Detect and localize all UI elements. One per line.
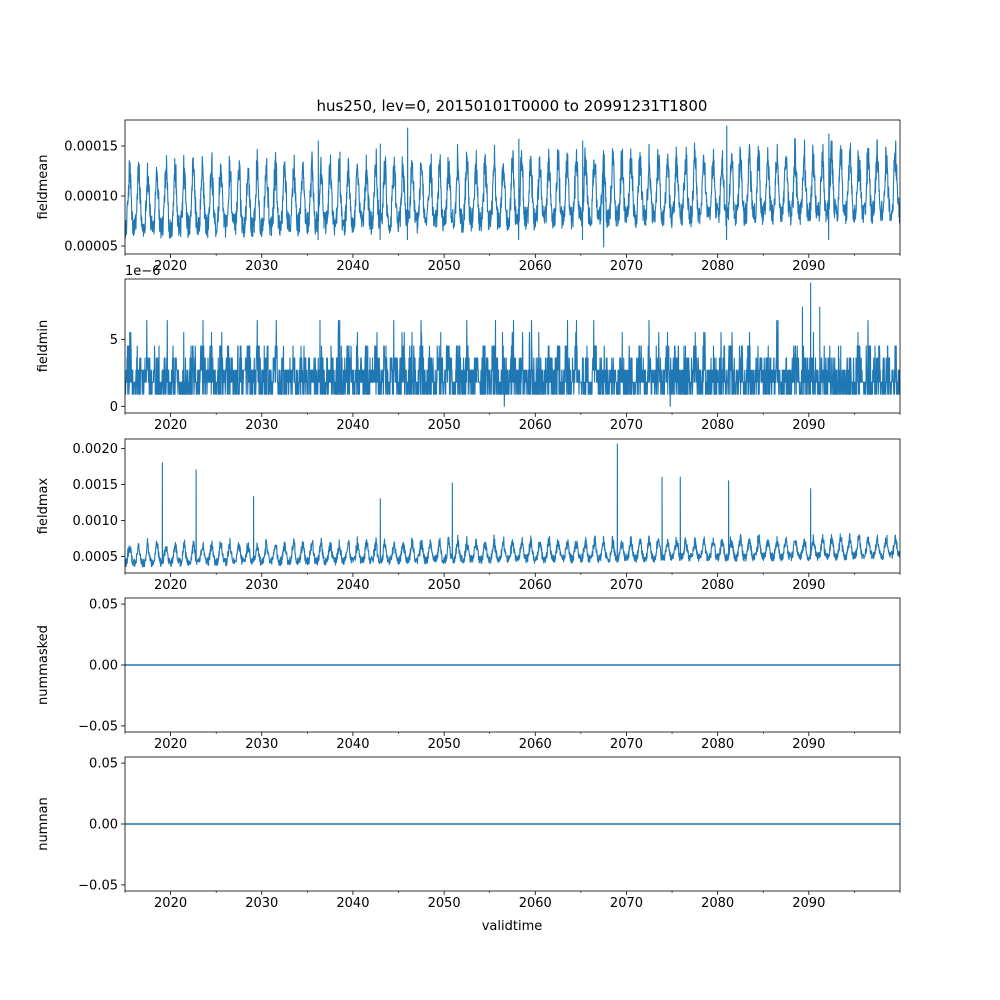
x-tick-label: 2090 bbox=[792, 578, 825, 593]
y-tick-label: 0.05 bbox=[89, 757, 118, 772]
x-tick-label: 2040 bbox=[336, 418, 369, 433]
x-tick-label: 2020 bbox=[154, 896, 187, 911]
x-tick-label: 2040 bbox=[336, 896, 369, 911]
x-tick-label: 2060 bbox=[519, 737, 552, 752]
panel-fieldmean: 0.00005 0.00010 0.00015 fieldmean 2020 2030 20… bbox=[36, 119, 901, 274]
x-tick-label: 2050 bbox=[428, 259, 461, 274]
panels: 0.00005 0.00010 0.00015 fieldmean 2020 2030 20… bbox=[36, 119, 901, 911]
y-tick-label: 0.00 bbox=[89, 818, 118, 833]
y-tick-label: 0.00005 bbox=[64, 240, 118, 255]
y-tick-label: 0.0020 bbox=[73, 442, 119, 457]
y-tick-label: 0.0015 bbox=[73, 478, 119, 493]
x-tick-label: 2030 bbox=[245, 259, 278, 274]
x-tick-label: 2090 bbox=[792, 418, 825, 433]
series-line-fieldmax bbox=[125, 443, 900, 568]
x-tick-label: 2080 bbox=[701, 896, 734, 911]
x-tick-label: 2070 bbox=[610, 896, 643, 911]
axes-frame bbox=[124, 438, 901, 574]
x-tick-label: 2070 bbox=[610, 259, 643, 274]
x-tick-label: 2050 bbox=[428, 737, 461, 752]
panel-fieldmin: 0 5 1e−6 fieldmin 2020 2030 2040 2050 2060 2070 20… bbox=[36, 264, 901, 433]
x-tick-label: 2080 bbox=[701, 737, 734, 752]
panel-nummasked: −0.05 0.00 0.05 nummasked 2020 2030 2040 2050 20… bbox=[36, 598, 901, 752]
y-tick-label: −0.05 bbox=[78, 878, 118, 893]
series-group bbox=[125, 125, 900, 248]
x-tick-label: 2080 bbox=[701, 578, 734, 593]
x-tick-label: 2070 bbox=[610, 737, 643, 752]
x-tick-label: 2040 bbox=[336, 259, 369, 274]
x-tick-label: 2020 bbox=[154, 737, 187, 752]
series-line-fieldmin bbox=[125, 282, 900, 407]
x-tick-label: 2060 bbox=[519, 259, 552, 274]
x-tick-label: 2070 bbox=[610, 578, 643, 593]
x-tick-label: 2090 bbox=[792, 737, 825, 752]
y-tick-label: 0.00010 bbox=[64, 190, 118, 205]
series-group bbox=[125, 282, 900, 407]
series-group bbox=[125, 443, 900, 568]
axes-frame bbox=[124, 278, 901, 414]
y-axis-label: fieldmean bbox=[36, 155, 51, 220]
y-tick-label: 5 bbox=[110, 333, 118, 348]
y-offset-text: 1e−6 bbox=[125, 264, 160, 279]
x-tick-label: 2060 bbox=[519, 896, 552, 911]
y-axis-label: fieldmax bbox=[36, 478, 51, 535]
y-axis-label: nummasked bbox=[36, 625, 51, 705]
series-line-fieldmean bbox=[125, 125, 900, 248]
x-tick-label: 2080 bbox=[701, 259, 734, 274]
x-tick-label: 2080 bbox=[701, 418, 734, 433]
x-tick-label: 2030 bbox=[245, 578, 278, 593]
y-tick-label: 0.0010 bbox=[73, 514, 119, 529]
x-tick-label: 2050 bbox=[428, 896, 461, 911]
x-tick-label: 2050 bbox=[428, 418, 461, 433]
y-tick-label: 0.00 bbox=[89, 659, 118, 674]
x-tick-label: 2090 bbox=[792, 896, 825, 911]
chart-title: hus250, lev=0, 20150101T0000 to 20991231… bbox=[317, 97, 708, 115]
y-axis-label: numnan bbox=[36, 797, 51, 851]
x-tick-label: 2060 bbox=[519, 578, 552, 593]
y-tick-label: 0 bbox=[110, 400, 118, 415]
y-axis-label: fieldmin bbox=[36, 320, 51, 373]
x-tick-label: 2020 bbox=[154, 418, 187, 433]
panel-fieldmax: 0.0005 0.0010 0.0015 0.0020 fieldmax 2020 2030… bbox=[36, 438, 901, 593]
x-tick-label: 2020 bbox=[154, 259, 187, 274]
x-tick-label: 2090 bbox=[792, 259, 825, 274]
x-tick-label: 2040 bbox=[336, 578, 369, 593]
x-tick-label: 2020 bbox=[154, 578, 187, 593]
x-tick-label: 2030 bbox=[245, 418, 278, 433]
x-axis-label: validtime bbox=[482, 919, 543, 934]
x-tick-label: 2030 bbox=[245, 896, 278, 911]
x-tick-label: 2050 bbox=[428, 578, 461, 593]
x-tick-label: 2030 bbox=[245, 737, 278, 752]
y-tick-label: 0.0005 bbox=[73, 550, 119, 565]
y-tick-label: −0.05 bbox=[78, 719, 118, 734]
panel-numnan: −0.05 0.00 0.05 numnan 2020 2030 2040 2050 2060 2… bbox=[36, 757, 901, 911]
x-tick-label: 2070 bbox=[610, 418, 643, 433]
y-tick-label: 0.00015 bbox=[64, 140, 118, 155]
x-tick-label: 2060 bbox=[519, 418, 552, 433]
y-tick-label: 0.05 bbox=[89, 598, 118, 613]
axes-frame bbox=[124, 119, 901, 255]
x-tick-label: 2040 bbox=[336, 737, 369, 752]
